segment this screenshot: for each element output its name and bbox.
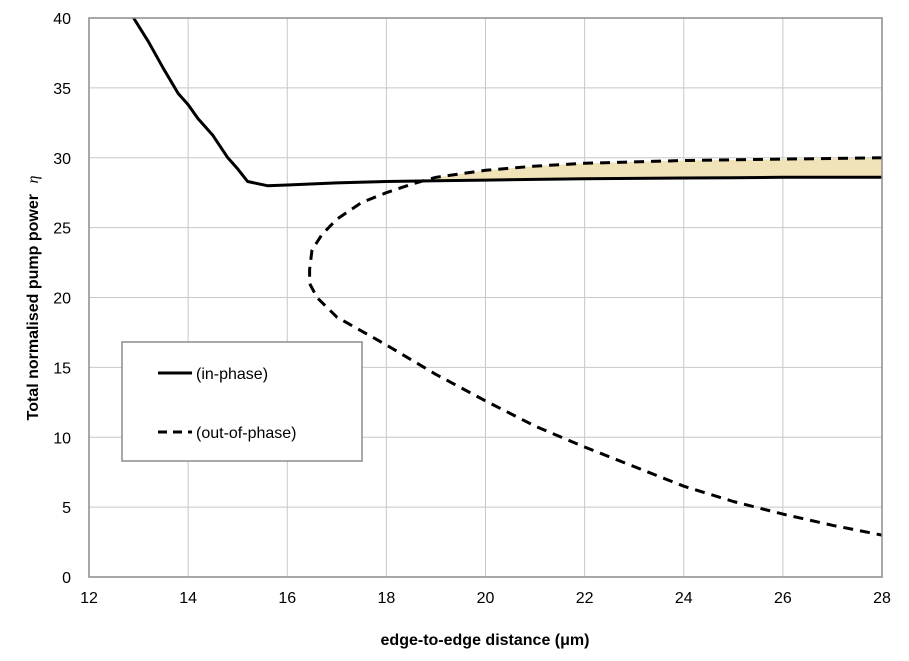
- series-line-in-phase: [132, 17, 882, 188]
- y-axis-title-text: Total normalised pump power: [25, 194, 42, 420]
- x-axis-title: edge-to-edge distance (μm): [381, 632, 590, 649]
- series-layer: [132, 17, 883, 537]
- y-axis-title-symbol: η: [25, 176, 42, 184]
- x-tick-label: 14: [179, 590, 197, 607]
- y-tick-label: 10: [53, 430, 71, 447]
- y-axis-title: Total normalised pump power η: [25, 176, 42, 421]
- x-tick-label: 26: [774, 590, 792, 607]
- plot-area-border: [88, 17, 883, 578]
- y-tick-label: 40: [53, 11, 71, 28]
- y-tick-labels: 0 5 10 15 20 25 30 35 40: [53, 11, 71, 587]
- series-line-out-of-phase: [308, 156, 883, 537]
- x-tick-label: 16: [278, 590, 296, 607]
- x-tick-label: 28: [873, 590, 891, 607]
- shaded-region: [426, 157, 882, 181]
- x-tick-label: 24: [675, 590, 693, 607]
- legend-box: [121, 341, 363, 462]
- legend-label-in-phase: (in-phase): [196, 366, 268, 383]
- x-tick-label: 20: [477, 590, 495, 607]
- y-tick-label: 25: [53, 221, 71, 238]
- x-tick-label: 18: [377, 590, 395, 607]
- y-tick-label: 20: [53, 291, 71, 308]
- x-tick-label: 12: [80, 590, 98, 607]
- y-tick-label: 15: [53, 360, 71, 377]
- y-tick-label: 35: [53, 81, 71, 98]
- y-tick-label: 0: [62, 570, 71, 587]
- x-tick-labels: 12 14 16 18 20 22 24 26 28: [80, 590, 891, 607]
- x-tick-label: 22: [576, 590, 594, 607]
- legend-label-out-of-phase: (out-of-phase): [196, 425, 297, 442]
- legend: (in-phase) (out-of-phase): [121, 341, 363, 462]
- y-tick-label: 5: [62, 500, 71, 517]
- y-tick-label: 30: [53, 151, 71, 168]
